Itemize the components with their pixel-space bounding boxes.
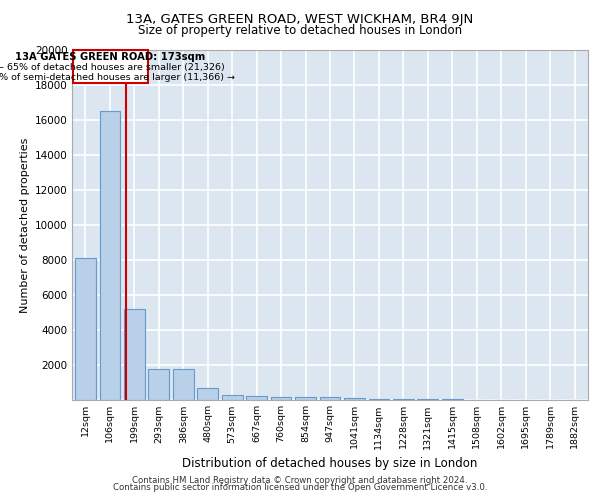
Bar bbox=[197, 388, 218, 400]
Text: ← 65% of detached houses are smaller (21,326): ← 65% of detached houses are smaller (21… bbox=[0, 63, 225, 72]
Bar bbox=[222, 395, 242, 400]
Bar bbox=[246, 396, 267, 400]
Bar bbox=[124, 309, 145, 400]
FancyBboxPatch shape bbox=[73, 50, 148, 84]
Text: Size of property relative to detached houses in London: Size of property relative to detached ho… bbox=[138, 24, 462, 37]
Bar bbox=[295, 397, 316, 400]
Bar bbox=[368, 398, 389, 400]
Bar bbox=[100, 112, 120, 400]
Bar bbox=[393, 399, 414, 400]
Text: Contains HM Land Registry data © Crown copyright and database right 2024.: Contains HM Land Registry data © Crown c… bbox=[132, 476, 468, 485]
Bar bbox=[75, 258, 96, 400]
Text: 35% of semi-detached houses are larger (11,366) →: 35% of semi-detached houses are larger (… bbox=[0, 73, 235, 82]
Text: 13A GATES GREEN ROAD: 173sqm: 13A GATES GREEN ROAD: 173sqm bbox=[16, 52, 206, 62]
Bar bbox=[320, 398, 340, 400]
Y-axis label: Number of detached properties: Number of detached properties bbox=[20, 138, 29, 312]
Bar bbox=[173, 370, 194, 400]
Text: 13A, GATES GREEN ROAD, WEST WICKHAM, BR4 9JN: 13A, GATES GREEN ROAD, WEST WICKHAM, BR4… bbox=[127, 12, 473, 26]
Text: Contains public sector information licensed under the Open Government Licence v3: Contains public sector information licen… bbox=[113, 484, 487, 492]
Bar bbox=[344, 398, 365, 400]
Bar bbox=[271, 396, 292, 400]
Bar bbox=[148, 368, 169, 400]
X-axis label: Distribution of detached houses by size in London: Distribution of detached houses by size … bbox=[182, 457, 478, 470]
